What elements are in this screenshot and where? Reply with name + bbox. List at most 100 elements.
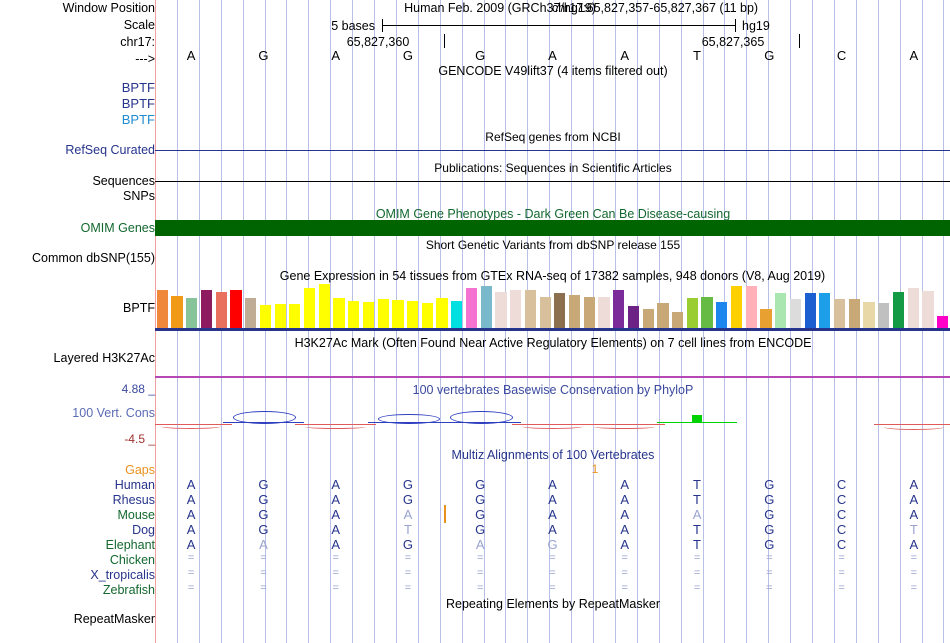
gtex-tissue-bar — [171, 296, 183, 328]
gridline — [418, 0, 419, 643]
omim-gene-bar[interactable] — [155, 220, 950, 236]
alignment-base: G — [402, 477, 414, 492]
gtex-tissue-bar — [451, 301, 463, 328]
ruler-base: T — [693, 48, 701, 63]
alignment-base: = — [838, 567, 845, 579]
alignment-base: = — [910, 567, 918, 579]
gtex-tissue-bar — [465, 287, 478, 328]
label-window-position: Window Position — [62, 1, 155, 15]
alignment-base: A — [620, 507, 630, 522]
species-label-rhesus[interactable]: Rhesus — [112, 493, 155, 507]
alignment-base: T — [909, 522, 918, 537]
alignment-base: A — [475, 537, 485, 552]
species-label-zebrafish[interactable]: Zebrafish — [102, 583, 155, 597]
alignment-base: A — [403, 507, 413, 522]
alignment-base: = — [621, 567, 628, 579]
gtex-tissue-bar — [716, 302, 728, 328]
gtex-tissue-bar — [318, 283, 330, 328]
label-refseq-curated[interactable]: RefSeq Curated — [65, 143, 155, 157]
label-common-dbsnp[interactable]: Common dbSNP(155) — [32, 251, 155, 265]
species-label-x_tropicalis[interactable]: X_tropicalis — [90, 568, 155, 582]
gtex-tissue-bar — [819, 293, 831, 328]
label-strand-arrow: ---> — [135, 52, 155, 66]
alignment-base: A — [548, 507, 557, 522]
track-label-gutter: Window Position Scale chr17: ---> BPTF B… — [0, 0, 155, 643]
alignment-base: = — [549, 582, 556, 594]
alignment-base: = — [693, 567, 701, 579]
alignment-base: G — [764, 537, 775, 552]
phylop-conservation-plot[interactable] — [155, 398, 950, 443]
alignment-base: G — [475, 522, 486, 537]
gtex-tissue-bar — [436, 298, 448, 328]
gencode-track-title: GENCODE V49lift37 (4 items filtered out) — [438, 64, 668, 78]
label-bptf-3[interactable]: BPTF — [121, 112, 155, 127]
species-label-dog[interactable]: Dog — [132, 523, 155, 537]
repeats-track-title: Repeating Elements by RepeatMasker — [445, 597, 660, 611]
gtex-tissue-bar — [348, 301, 360, 328]
sequences-line[interactable] — [155, 181, 950, 182]
alignment-base: = — [187, 567, 195, 579]
label-layered-h3k27ac[interactable]: Layered H3K27Ac — [53, 351, 155, 365]
conservation-bar — [522, 424, 583, 430]
h3k27ac-baseline — [155, 376, 950, 378]
alignment-base: = — [260, 582, 267, 594]
gtex-tissue-bar — [686, 298, 698, 328]
alignment-base: = — [766, 582, 773, 594]
gtex-tissue-bar — [392, 300, 404, 328]
label-sequences[interactable]: Sequences — [92, 174, 155, 188]
position-title: chr17:65,827,357-65,827,367 (11 bp) — [551, 1, 759, 15]
gtex-tissue-bar — [303, 287, 316, 328]
gtex-tissue-bar — [863, 302, 875, 328]
gridline — [243, 0, 244, 643]
alignment-base: A — [909, 507, 919, 522]
alignment-base: C — [836, 537, 847, 552]
gridline — [199, 0, 200, 643]
label-cons-min: -4.5 _ — [124, 432, 155, 446]
gtex-tissue-bar — [230, 289, 242, 328]
alignment-base: = — [693, 552, 701, 564]
alignment-base: A — [331, 537, 340, 552]
gtex-tissue-bar — [598, 297, 610, 328]
species-label-chicken[interactable]: Chicken — [109, 553, 155, 567]
gtex-tissue-bar — [289, 304, 301, 328]
species-label-mouse[interactable]: Mouse — [117, 508, 155, 522]
label-bptf-2[interactable]: BPTF — [121, 96, 155, 111]
gtex-tissue-bar — [775, 293, 787, 328]
gtex-tissue-bar — [333, 298, 345, 328]
gridline — [286, 0, 287, 643]
species-label-gaps[interactable]: Gaps — [125, 463, 155, 477]
gtex-tissue-bar — [907, 287, 919, 328]
label-100-vert-cons[interactable]: 100 Vert. Cons — [72, 406, 155, 420]
conservation-bar — [305, 424, 367, 429]
alignment-base: A — [331, 492, 340, 507]
gtex-tissue-bar — [642, 308, 654, 328]
species-label-elephant[interactable]: Elephant — [105, 538, 155, 552]
species-label-human[interactable]: Human — [114, 478, 155, 492]
gtex-expression-barchart[interactable] — [155, 280, 950, 328]
gtex-tissue-bar — [922, 290, 934, 328]
gtex-tissue-bar — [495, 291, 507, 328]
conservation-bar — [377, 413, 441, 424]
label-snps[interactable]: SNPs — [123, 189, 155, 203]
ruler-base: G — [258, 48, 269, 63]
label-gtex-bptf[interactable]: BPTF — [123, 301, 155, 315]
gtex-tissue-bar — [186, 298, 198, 328]
alignment-base: G — [764, 492, 775, 507]
label-repeatmasker[interactable]: RepeatMasker — [73, 612, 155, 626]
alignment-base: G — [258, 477, 269, 492]
gtex-tissue-bar — [583, 297, 595, 328]
alignment-base: = — [766, 567, 773, 579]
gtex-tissue-bar — [215, 292, 227, 328]
label-bptf-1[interactable]: BPTF — [121, 80, 155, 95]
ruler-coord-left: 65,827,360 — [346, 35, 410, 49]
alignment-base: = — [404, 552, 412, 564]
gtex-tissue-bar — [259, 304, 271, 328]
gtex-tissue-bar — [377, 299, 389, 328]
alignment-base: A — [259, 537, 268, 552]
gridline — [374, 0, 375, 643]
alignment-base: = — [838, 582, 845, 594]
refseq-curated-line[interactable] — [155, 150, 950, 151]
alignment-base: A — [909, 537, 919, 552]
label-omim-genes[interactable]: OMIM Genes — [80, 221, 155, 235]
